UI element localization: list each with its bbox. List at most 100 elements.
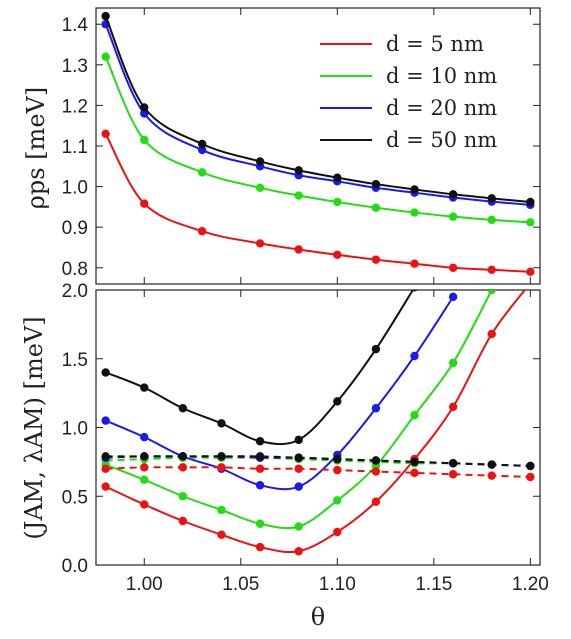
x-tick-label: 1.10 (319, 574, 356, 595)
bottom-data-point (410, 468, 419, 478)
bottom-series-line (105, 466, 531, 478)
top-y-tick-label: 1.2 (62, 96, 88, 117)
bottom-data-point (294, 482, 303, 491)
bottom-data-point (140, 452, 149, 461)
top-data-point (140, 103, 149, 112)
top-data-point (294, 166, 303, 175)
bottom-data-point (217, 463, 226, 472)
top-data-point (255, 183, 265, 193)
coupling-panel: 0.0 0.5 1.0 1.5 2.0 1.00 1.05 1.10 1.15 1.20 (JAM… (20, 281, 549, 631)
top-data-point (101, 11, 110, 21)
bottom-y-tick-label: 2.0 (62, 281, 88, 302)
bottom-series-line (105, 296, 454, 491)
bottom-data-point (333, 496, 342, 505)
top-y-tick-label: 1.3 (62, 56, 88, 77)
top-data-point (140, 199, 149, 208)
bottom-y-tick-label: 0.0 (62, 556, 88, 577)
top-y-tick-label: 1.1 (62, 137, 88, 158)
bottom-data-point (410, 351, 419, 361)
bottom-data-point (255, 519, 265, 528)
top-data-point (526, 218, 535, 227)
x-tick-label: 1.20 (512, 574, 549, 595)
x-tick-label: 1.00 (126, 574, 163, 595)
top-data-point (333, 173, 342, 182)
top-y-tick-label: 1.4 (62, 15, 89, 36)
bottom-data-point (217, 530, 226, 539)
bottom-data-point (333, 454, 342, 464)
bottom-y-axis-label: (JAM, λAM) [meV] (20, 316, 48, 539)
bottom-data-point (140, 383, 149, 392)
x-tick-label: 1.05 (222, 574, 259, 595)
bottom-series-line (105, 290, 415, 446)
bottom-data-point (448, 470, 458, 479)
bottom-data-point (410, 410, 419, 420)
legend-label: d = 50 nm (386, 128, 497, 152)
bottom-data-point (526, 472, 535, 482)
legend-label: d = 20 nm (386, 96, 497, 120)
top-data-point (487, 215, 496, 225)
top-data-point (255, 239, 265, 248)
top-series-line (104, 15, 531, 204)
top-y-tick-label: 0.8 (62, 259, 88, 280)
top-data-point (333, 197, 342, 207)
bottom-data-point (255, 437, 265, 446)
top-data-point (410, 185, 419, 194)
bottom-data-point (217, 505, 226, 515)
bottom-data-point (526, 461, 535, 471)
top-data-point (197, 168, 207, 177)
bottom-data-point (140, 463, 149, 472)
top-y-tick-label: 0.9 (62, 218, 88, 239)
top-y-tick-label: 1.0 (62, 178, 88, 199)
bottom-data-point (371, 467, 381, 476)
top-data-point (526, 267, 535, 277)
density-panel: 0.80.91.01.11.21.31.4 d = 5 nmd = 10 nmd… (22, 7, 541, 285)
top-data-point (101, 52, 110, 61)
top-data-point (487, 194, 496, 203)
bottom-data-point (101, 416, 110, 425)
legend-label: d = 10 nm (386, 64, 497, 88)
bottom-data-point (448, 459, 458, 468)
bottom-series-line (105, 290, 527, 554)
bottom-data-point (101, 482, 110, 491)
bottom-plot-frame (95, 289, 541, 566)
legend-label: d = 5 nm (386, 32, 484, 56)
top-data-point (410, 208, 419, 217)
top-data-point (101, 129, 110, 139)
bottom-data-point (255, 452, 265, 461)
bottom-data-point (178, 452, 188, 461)
bottom-data-point (294, 453, 303, 462)
legend: d = 5 nm d = 10 nm d = 20 nm d = 50 nm (320, 32, 497, 152)
bottom-y-tick-label: 1.0 (62, 419, 88, 440)
bottom-data-point (410, 457, 419, 467)
bottom-data-point (140, 500, 149, 509)
x-axis-label: θ (311, 603, 325, 631)
bottom-data-point (333, 465, 342, 475)
x-tick-label: 1.15 (415, 574, 452, 595)
bottom-data-point (487, 460, 496, 469)
top-series-line (104, 133, 531, 273)
bottom-data-point (140, 432, 149, 442)
bottom-data-point (178, 404, 188, 413)
bottom-data-point (487, 471, 496, 480)
bottom-data-point (294, 464, 303, 473)
bottom-data-point (448, 358, 458, 368)
top-data-point (448, 190, 458, 199)
top-data-point (197, 227, 207, 236)
top-data-point (410, 259, 419, 268)
top-data-point (487, 265, 496, 274)
bottom-data-point (411, 290, 418, 292)
bottom-data-point (140, 475, 149, 484)
bottom-data-point (101, 464, 110, 473)
top-data-point (448, 263, 458, 272)
bottom-data-point (255, 464, 265, 473)
bottom-data-point (294, 522, 303, 531)
bottom-data-point (371, 404, 381, 413)
bottom-data-point (371, 456, 381, 465)
bottom-data-point (101, 368, 110, 377)
bottom-data-point (333, 527, 342, 537)
bottom-data-point (101, 452, 110, 461)
bottom-series-line (105, 456, 531, 467)
bottom-y-tick-label: 0.5 (62, 487, 88, 508)
bottom-data-point (371, 344, 381, 354)
